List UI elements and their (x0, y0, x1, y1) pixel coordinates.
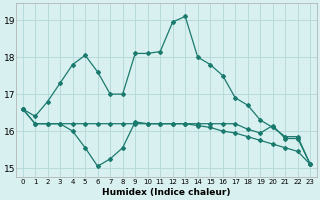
X-axis label: Humidex (Indice chaleur): Humidex (Indice chaleur) (102, 188, 231, 197)
